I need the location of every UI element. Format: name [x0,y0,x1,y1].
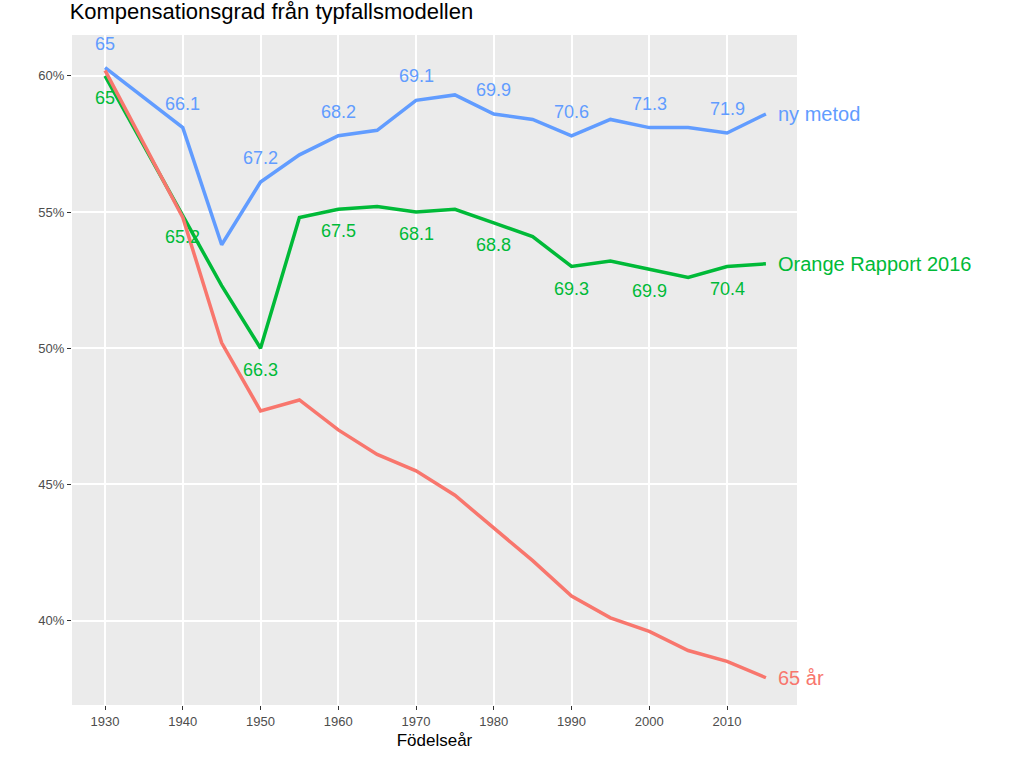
svg-text:50%: 50% [38,341,64,356]
svg-text:65: 65 [95,88,115,108]
svg-text:67.2: 67.2 [243,148,278,168]
svg-text:69.3: 69.3 [554,279,589,299]
svg-text:71.3: 71.3 [632,94,667,114]
svg-text:Kompensationsgrad från typfall: Kompensationsgrad från typfallsmodellen [70,0,474,24]
svg-text:1970: 1970 [402,714,431,729]
svg-text:40%: 40% [38,613,64,628]
svg-text:Födelseår: Födelseår [397,731,473,750]
svg-text:1990: 1990 [557,714,586,729]
svg-text:69.9: 69.9 [632,281,667,301]
svg-text:60%: 60% [38,68,64,83]
svg-text:1930: 1930 [91,714,120,729]
svg-text:69.9: 69.9 [476,80,511,100]
svg-text:Orange Rapport 2016: Orange Rapport 2016 [778,253,971,275]
svg-text:68.8: 68.8 [476,235,511,255]
svg-text:66.1: 66.1 [165,94,200,114]
svg-text:66.3: 66.3 [243,360,278,380]
svg-text:65: 65 [95,34,115,54]
svg-text:71.9: 71.9 [710,99,745,119]
svg-text:2010: 2010 [713,714,742,729]
svg-text:1940: 1940 [168,714,197,729]
svg-text:68.2: 68.2 [321,102,356,122]
svg-text:1950: 1950 [246,714,275,729]
svg-text:68.1: 68.1 [399,224,434,244]
svg-text:55%: 55% [38,205,64,220]
svg-text:2000: 2000 [635,714,664,729]
svg-text:1980: 1980 [479,714,508,729]
svg-text:ny metod: ny metod [778,103,860,125]
svg-text:70.4: 70.4 [710,279,745,299]
svg-text:67.5: 67.5 [321,221,356,241]
svg-text:1960: 1960 [324,714,353,729]
svg-text:65 år: 65 år [778,667,824,689]
svg-text:70.6: 70.6 [554,102,589,122]
svg-text:69.1: 69.1 [399,66,434,86]
svg-text:65.2: 65.2 [165,227,200,247]
svg-text:45%: 45% [38,477,64,492]
